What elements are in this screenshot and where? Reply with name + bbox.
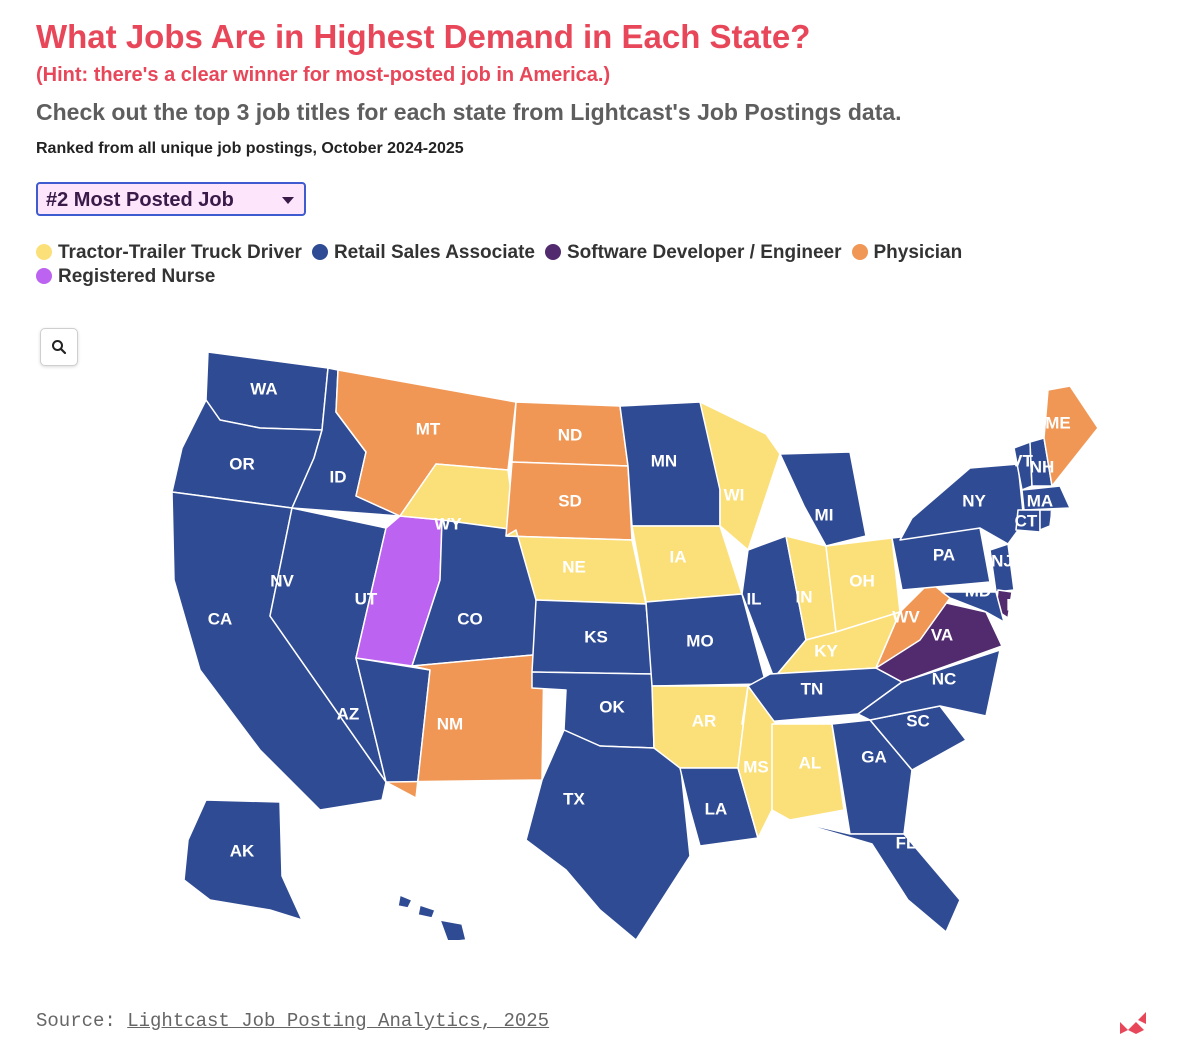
state-ma[interactable] — [1021, 485, 1071, 511]
us-map: WAORCAIDNVAZUTMTWYCONMNDSDNEKSOKTXMNIAMO… — [171, 351, 1099, 940]
state-fl[interactable] — [789, 819, 961, 933]
legend-item-nurse: Registered Nurse — [36, 265, 215, 289]
state-nj[interactable] — [989, 543, 1015, 593]
legend-swatch — [36, 268, 52, 284]
state-ny[interactable] — [899, 463, 1025, 545]
state-md[interactable] — [941, 591, 1005, 623]
legend-item-software: Software Developer / Engineer — [544, 241, 842, 265]
state-ak[interactable] — [183, 799, 303, 921]
state-al[interactable] — [771, 723, 845, 821]
state-sd[interactable] — [505, 461, 633, 541]
rank-select-value: #2 Most Posted Job — [46, 189, 234, 211]
source-line: Source: Lightcast Job Posting Analytics,… — [36, 1010, 549, 1032]
state-ri[interactable] — [1039, 509, 1053, 531]
ranking-note: Ranked from all unique job postings, Oct… — [36, 140, 464, 157]
legend-label: Software Developer / Engineer — [566, 242, 842, 263]
legend-label: Physician — [873, 242, 963, 263]
state-wa[interactable] — [205, 351, 329, 431]
legend-label: Registered Nurse — [58, 266, 216, 287]
state-ct[interactable] — [1015, 509, 1041, 533]
zoom-button[interactable] — [40, 328, 78, 366]
state-ia[interactable] — [631, 525, 743, 603]
state-nd[interactable] — [511, 401, 629, 467]
state-ok[interactable] — [531, 671, 655, 749]
legend-item-retail: Retail Sales Associate — [311, 241, 535, 265]
page-subtitle: Check out the top 3 job titles for each … — [36, 99, 902, 125]
state-mi[interactable] — [779, 451, 867, 547]
legend-item-physician: Physician — [851, 241, 963, 265]
caret-down-icon[interactable] — [282, 197, 294, 204]
source-prefix: Source: — [36, 1010, 128, 1032]
legend-item-truck: Tractor-Trailer Truck Driver — [36, 241, 302, 265]
search-icon — [52, 340, 67, 355]
legend-swatch — [311, 244, 328, 260]
state-ks[interactable] — [531, 599, 653, 675]
rank-select-dropdown[interactable]: #2 Most Posted Job — [36, 182, 306, 216]
hint-text: (Hint: there's a clear winner for most-p… — [36, 64, 611, 86]
state-la[interactable] — [679, 767, 759, 847]
state-ga[interactable] — [831, 719, 913, 835]
state-me[interactable] — [1043, 385, 1099, 487]
state-hi[interactable] — [397, 894, 467, 940]
lightcast-logo-icon — [1120, 1012, 1146, 1034]
source-link[interactable]: Lightcast Job Posting Analytics, 2025 — [127, 1010, 550, 1032]
legend-label: Retail Sales Associate — [333, 242, 535, 263]
legend-label: Tractor-Trailer Truck Driver — [58, 242, 302, 263]
legend-swatch — [544, 244, 561, 260]
state-ar[interactable] — [651, 685, 749, 769]
legend-swatch — [851, 244, 868, 260]
state-tx[interactable] — [525, 729, 691, 940]
page-title: What Jobs Are in Highest Demand in Each … — [36, 18, 811, 55]
map-legend: Tractor-Trailer Truck Driver Retail Sales… — [36, 241, 1136, 289]
legend-swatch — [36, 244, 52, 260]
